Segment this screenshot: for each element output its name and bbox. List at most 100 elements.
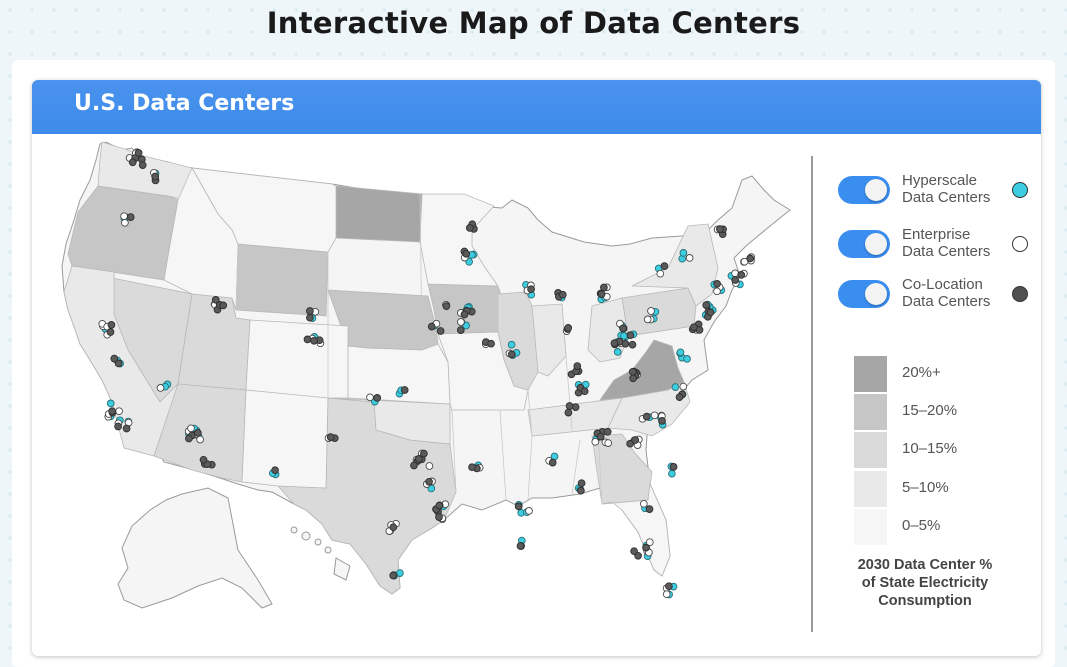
colocation-data-center-dot[interactable] xyxy=(737,271,746,279)
colocation-data-center-dot[interactable] xyxy=(114,422,122,431)
colocation-data-center-dot[interactable] xyxy=(642,543,650,552)
hyperscale-data-center-dot[interactable] xyxy=(507,340,516,349)
colocation-data-center-dot[interactable] xyxy=(389,523,398,532)
colocation-data-center-dot[interactable] xyxy=(126,213,135,221)
colocation-data-center-dot[interactable] xyxy=(442,302,451,310)
enterprise-data-center-dot[interactable] xyxy=(187,424,195,433)
colocation-dots[interactable] xyxy=(106,148,755,591)
colocation-data-center-dot[interactable] xyxy=(435,501,444,510)
colocation-data-center-dot[interactable] xyxy=(746,254,755,263)
colocation-data-center-dot[interactable] xyxy=(326,433,335,441)
colocation-data-center-dot[interactable] xyxy=(628,367,637,376)
colocation-data-center-dot[interactable] xyxy=(107,321,116,329)
colocation-data-center-dot[interactable] xyxy=(415,455,423,463)
colocation-data-center-dot[interactable] xyxy=(425,477,433,486)
colocation-data-center-dot[interactable] xyxy=(610,339,619,348)
colocation-data-center-dot[interactable] xyxy=(389,571,398,580)
colocation-data-center-dot[interactable] xyxy=(106,328,115,336)
colocation-data-center-dot[interactable] xyxy=(645,505,654,513)
colocation-data-center-dot[interactable] xyxy=(548,458,557,467)
colocation-data-center-dot[interactable] xyxy=(462,249,471,258)
colocation-data-center-dot[interactable] xyxy=(199,455,208,464)
colocation-data-center-dot[interactable] xyxy=(628,340,637,349)
colocation-data-center-dot[interactable] xyxy=(514,502,523,511)
colocation-data-center-dot[interactable] xyxy=(460,310,469,319)
colocation-data-center-dot[interactable] xyxy=(558,290,567,299)
colocation-data-center-dot[interactable] xyxy=(185,434,193,443)
colocation-data-center-dot[interactable] xyxy=(642,412,651,421)
colocation-data-center-dot[interactable] xyxy=(706,308,715,317)
colocation-data-center-dot[interactable] xyxy=(456,326,465,334)
enterprise-data-center-dot[interactable] xyxy=(425,462,434,470)
colocation-data-center-dot[interactable] xyxy=(713,279,721,288)
colocation-data-center-dot[interactable] xyxy=(631,436,640,444)
hyperscale-data-center-dot[interactable] xyxy=(620,332,628,340)
hyperscale-data-center-dot[interactable] xyxy=(106,399,115,408)
enterprise-data-center-dot[interactable] xyxy=(120,212,128,221)
enterprise-toggle[interactable] xyxy=(838,230,890,258)
colocation-data-center-dot[interactable] xyxy=(211,295,220,304)
colocation-data-center-dot[interactable] xyxy=(665,582,673,591)
colocation-data-center-dot[interactable] xyxy=(303,335,312,344)
colocation-data-center-dot[interactable] xyxy=(400,386,409,394)
colocation-data-center-dot[interactable] xyxy=(596,432,605,441)
colocation-data-center-dot[interactable] xyxy=(151,172,160,181)
colocation-data-center-dot[interactable] xyxy=(410,461,418,470)
colocation-data-center-dot[interactable] xyxy=(731,276,740,284)
colocation-data-center-dot[interactable] xyxy=(420,449,428,458)
hyperscale-data-center-dot[interactable] xyxy=(668,469,676,478)
colocation-data-center-dot[interactable] xyxy=(193,429,202,437)
colocation-data-center-dot[interactable] xyxy=(108,407,116,416)
colocation-data-center-dot[interactable] xyxy=(527,285,535,294)
colocation-data-center-dot[interactable] xyxy=(487,339,495,348)
enterprise-data-center-dot[interactable] xyxy=(115,407,123,416)
enterprise-data-center-dot[interactable] xyxy=(604,439,613,447)
colocation-data-center-dot[interactable] xyxy=(134,148,143,157)
enterprise-data-center-dot[interactable] xyxy=(525,507,533,515)
colocation-data-center-dot[interactable] xyxy=(629,374,637,383)
enterprise-data-center-dot[interactable] xyxy=(591,437,600,446)
enterprise-data-center-dot[interactable] xyxy=(645,538,654,547)
colocation-data-center-dot[interactable] xyxy=(564,408,573,417)
enterprise-data-center-dot[interactable] xyxy=(196,435,204,444)
us-map[interactable] xyxy=(32,80,1041,656)
hyperscale-data-center-dot[interactable] xyxy=(671,383,680,391)
enterprise-data-center-dot[interactable] xyxy=(650,411,659,420)
colocation-data-center-dot[interactable] xyxy=(619,324,627,333)
enterprise-data-center-dot[interactable] xyxy=(662,590,671,599)
colocation-data-center-dot[interactable] xyxy=(669,463,678,471)
colocation-data-center-dot[interactable] xyxy=(658,417,666,425)
hyperscale-data-center-dot[interactable] xyxy=(683,355,691,363)
colocation-data-center-dot[interactable] xyxy=(427,322,436,331)
colocation-data-center-dot[interactable] xyxy=(310,336,318,345)
colocation-data-center-dot[interactable] xyxy=(516,542,525,550)
colocation-data-center-dot[interactable] xyxy=(660,262,669,270)
colocation-data-center-dot[interactable] xyxy=(702,301,711,309)
colocation-data-center-dot[interactable] xyxy=(565,402,574,410)
enterprise-data-center-dot[interactable] xyxy=(647,307,655,315)
colocation-data-center-dot[interactable] xyxy=(306,313,314,322)
enterprise-data-center-dot[interactable] xyxy=(156,384,165,392)
colocation-data-center-dot[interactable] xyxy=(435,513,443,521)
colocation-data-center-dot[interactable] xyxy=(716,225,724,233)
enterprise-data-center-dot[interactable] xyxy=(679,382,688,391)
colocation-data-center-dot[interactable] xyxy=(630,547,638,556)
colocation-data-center-dot[interactable] xyxy=(564,324,573,332)
colocation-data-center-dot[interactable] xyxy=(577,486,585,495)
colocation-data-center-dot[interactable] xyxy=(122,424,131,433)
colocation-data-center-dot[interactable] xyxy=(219,301,228,310)
colocation-data-center-dot[interactable] xyxy=(373,394,382,402)
hyperscale-data-center-dot[interactable] xyxy=(679,249,688,257)
hyperscale-toggle[interactable] xyxy=(838,176,890,204)
enterprise-data-center-dot[interactable] xyxy=(366,393,374,402)
enterprise-data-center-dot[interactable] xyxy=(121,218,129,227)
enterprise-data-center-dot[interactable] xyxy=(457,318,465,326)
colocation-toggle[interactable] xyxy=(838,280,890,308)
colocation-data-center-dot[interactable] xyxy=(271,466,279,475)
colocation-data-center-dot[interactable] xyxy=(128,158,137,167)
hyperscale-data-center-dot[interactable] xyxy=(676,348,685,357)
colocation-data-center-dot[interactable] xyxy=(110,354,119,363)
enterprise-data-center-dot[interactable] xyxy=(713,287,721,296)
hyperscale-data-center-dot[interactable] xyxy=(613,348,622,356)
colocation-data-center-dot[interactable] xyxy=(573,362,582,370)
